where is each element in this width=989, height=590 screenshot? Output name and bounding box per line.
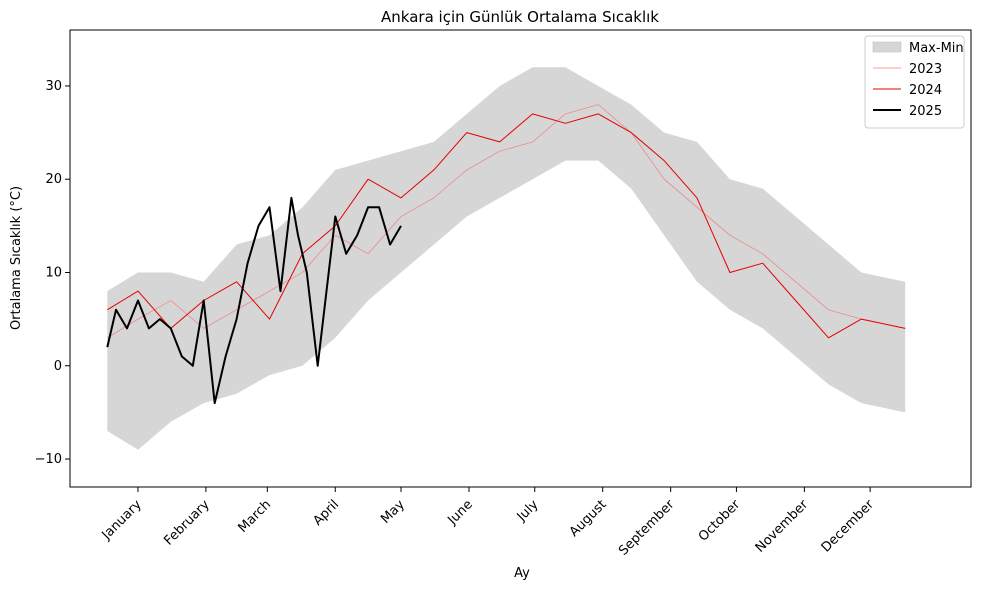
x-tick-label: July [514, 497, 542, 525]
x-tick-label: January [99, 497, 145, 543]
plot-frame [69, 29, 972, 488]
x-tick-label: June [444, 497, 475, 528]
y-tick-label: −10 [35, 452, 62, 467]
legend-label: 2024 [909, 83, 942, 98]
legend-label: 2025 [909, 104, 942, 119]
legend: Max-Min 2023 2024 2025 [864, 35, 965, 129]
x-tick-label: November [753, 497, 812, 556]
series-line-2025 [106, 196, 402, 405]
chart-title: Ankara için Günlük Ortalama Sıcaklık [381, 8, 659, 26]
y-tick-label: 20 [45, 172, 62, 187]
x-axis-label: Ay [514, 566, 530, 581]
y-tick-label: 10 [45, 265, 62, 280]
y-tick-label: 0 [54, 359, 62, 374]
y-axis-label: Ortalama Sıcaklık (°C) [9, 186, 24, 330]
x-tick-label: September [616, 497, 678, 559]
legend-label: 2023 [909, 62, 942, 77]
x-tick-label: February [161, 497, 213, 549]
legend-swatch-band [872, 41, 902, 53]
legend-frame [864, 35, 965, 129]
legend-label: Max-Min [909, 41, 964, 56]
x-tick-label: October [696, 497, 744, 545]
y-axis: −10 0 10 20 30 [35, 79, 70, 467]
band-layer [107, 67, 906, 450]
y-tick-label: 30 [45, 79, 62, 94]
series-line-2024 [107, 113, 906, 339]
x-tick-label: May [378, 497, 408, 527]
x-axis: January February March April May June July Augu… [99, 487, 878, 559]
series-line-2023 [107, 104, 906, 339]
band-max-min [107, 67, 906, 450]
x-tick-label: March [235, 497, 274, 536]
series-layer [106, 104, 906, 405]
x-tick-label: December [819, 497, 878, 556]
x-tick-label: August [567, 497, 610, 540]
x-tick-label: April [310, 497, 342, 529]
